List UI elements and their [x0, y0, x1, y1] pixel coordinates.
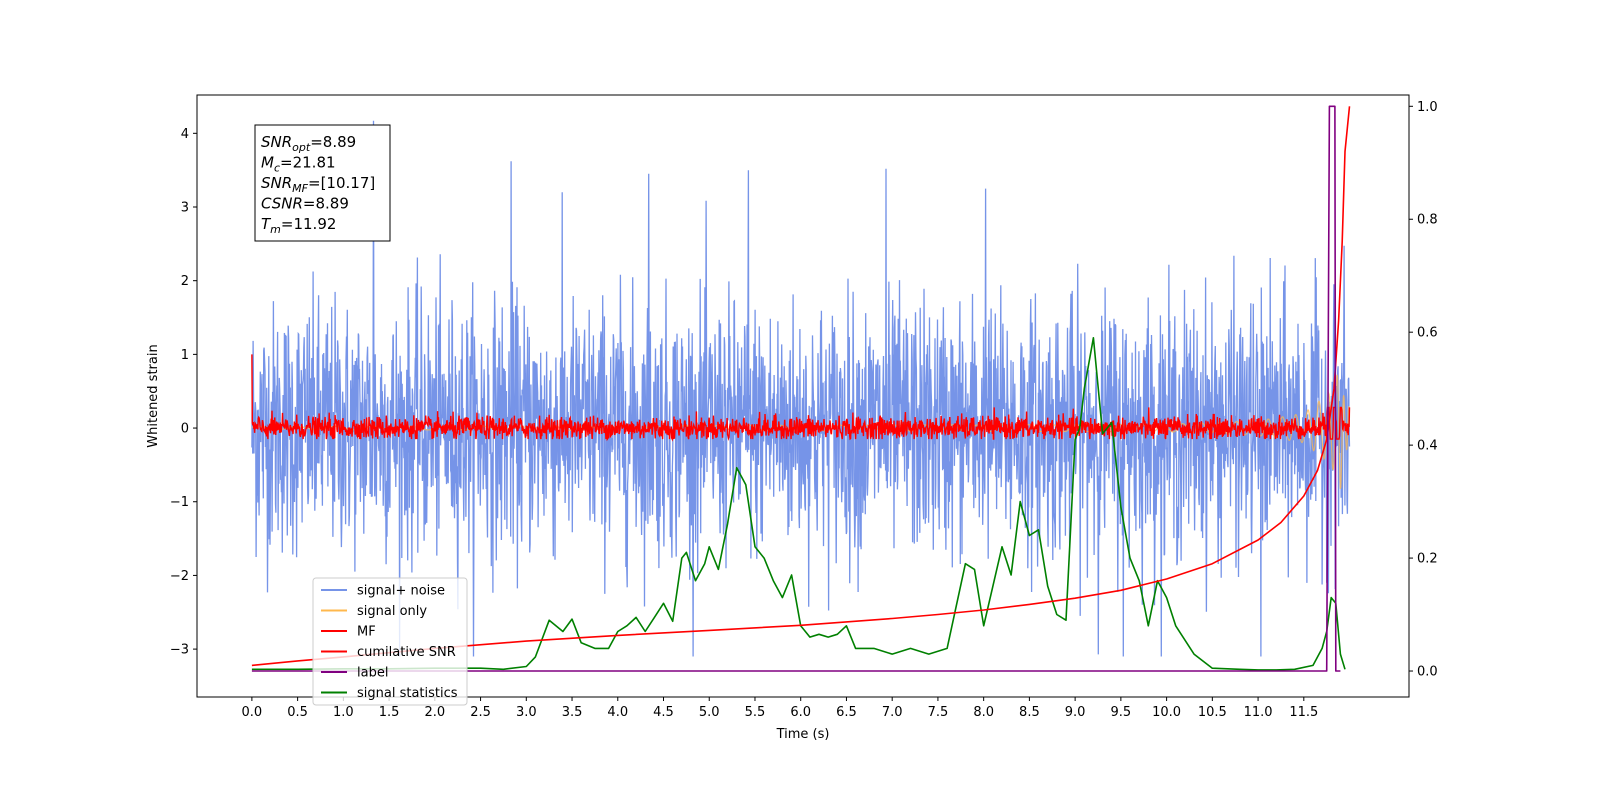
series-signal-plus-noise	[251, 120, 1351, 657]
annotation-value: =11.92	[281, 215, 337, 233]
y-right-tick-label: 0.8	[1417, 213, 1438, 228]
x-tick-label: 9.5	[1111, 705, 1132, 720]
annotation-symbol: CSNR	[261, 195, 303, 213]
y-tick-label: 0	[181, 422, 189, 437]
annotation-line: CSNR=8.89	[261, 195, 349, 213]
annotation-value: =21.81	[280, 154, 336, 172]
annotation-line: Tm=11.92	[261, 215, 336, 236]
x-axis-label: Time (s)	[776, 727, 830, 742]
annotation-value: =[10.17]	[308, 174, 375, 192]
series-label	[251, 105, 1341, 672]
annotation-line: SNRMF=[10.17]	[261, 174, 375, 195]
annotation-value: =8.89	[310, 133, 356, 151]
legend-entry: cumilative SNR	[357, 645, 456, 660]
x-tick-label: 1.0	[333, 705, 354, 720]
x-tick-label: 2.5	[470, 705, 491, 720]
y-tick-label: −2	[170, 569, 189, 584]
x-tick-label: 4.5	[653, 705, 674, 720]
x-tick-label: 6.5	[836, 705, 857, 720]
x-tick-label: 11.5	[1289, 705, 1318, 720]
annotation-box: SNRopt=8.89Mc=21.81SNRMF=[10.17]CSNR=8.8…	[254, 124, 391, 242]
legend-entry: signal statistics	[357, 686, 458, 701]
annotation-subscript: c	[274, 162, 280, 175]
legend-entry: signal only	[357, 604, 427, 619]
annotation-line: Mc=21.81	[261, 154, 336, 175]
legend-frame	[312, 577, 468, 706]
annotation-subscript: MF	[292, 182, 308, 195]
annotation-subscript: opt	[292, 141, 311, 154]
y-tick-label: −1	[170, 495, 189, 510]
x-tick-label: 5.0	[699, 705, 720, 720]
annotation-subscript: m	[270, 223, 281, 236]
x-tick-label: 10.5	[1198, 705, 1227, 720]
x-tick-label: 1.5	[379, 705, 400, 720]
x-tick-label: 6.0	[790, 705, 811, 720]
y-tick-label: −3	[170, 643, 189, 658]
axes-frame	[196, 94, 1410, 698]
x-tick-label: 7.0	[882, 705, 903, 720]
y-right-tick-label: 0.0	[1417, 665, 1438, 680]
legend-entry: signal+ noise	[357, 584, 445, 599]
series-cumulative-snr	[251, 106, 1351, 667]
legend-entry: MF	[357, 625, 376, 640]
x-tick-label: 9.0	[1065, 705, 1086, 720]
annotation-symbol: SNR	[261, 174, 292, 192]
x-tick-label: 8.0	[973, 705, 994, 720]
annotation-value: =8.89	[303, 195, 349, 213]
y-right-tick-label: 0.4	[1417, 439, 1438, 454]
y-tick-label: 3	[181, 201, 189, 216]
series-layer	[251, 105, 1351, 672]
y-tick-label: 1	[181, 348, 189, 363]
x-tick-label: 11.0	[1244, 705, 1273, 720]
annotation-line: SNRopt=8.89	[261, 133, 356, 154]
x-tick-label: 5.5	[745, 705, 766, 720]
x-tick-label: 0.0	[242, 705, 263, 720]
y-tick-label: 4	[181, 127, 189, 142]
x-tick-label: 3.0	[516, 705, 537, 720]
y-right-tick-label: 0.2	[1417, 552, 1438, 567]
x-tick-label: 2.0	[424, 705, 445, 720]
y-tick-label: 2	[181, 274, 189, 289]
annotation-symbol: SNR	[261, 133, 292, 151]
legend: signal+ noise signal only MF cumilative SNR…	[312, 577, 468, 706]
x-tick-label: 10.0	[1152, 705, 1181, 720]
annotation-box-frame	[254, 124, 391, 242]
annotation-symbol: M	[261, 154, 274, 172]
series-signal-statistics	[251, 337, 1346, 671]
annotation-symbol: T	[261, 215, 272, 233]
y-axis-label: Whitened strain	[146, 344, 161, 447]
x-axis-ticks: 0.0 0.5 1.0 1.5 2.0 2.5 3.0 3.5 4.0 4.5 5.0 5.5 6.0 6…	[242, 697, 1318, 720]
y-axis-right-ticks: 1.0 0.8 0.6 0.4 0.2 0.0	[1409, 100, 1438, 680]
y-right-tick-label: 0.6	[1417, 326, 1438, 341]
series-mf	[251, 354, 1351, 442]
y-right-tick-label: 1.0	[1417, 100, 1438, 115]
x-tick-label: 7.5	[928, 705, 949, 720]
x-tick-label: 8.5	[1019, 705, 1040, 720]
x-tick-label: 0.5	[287, 705, 308, 720]
x-tick-label: 4.0	[607, 705, 628, 720]
x-tick-label: 3.5	[562, 705, 583, 720]
y-axis-ticks: 4 3 2 1 0 −1 −2 −3	[170, 127, 197, 658]
legend-entry: label	[357, 666, 388, 681]
